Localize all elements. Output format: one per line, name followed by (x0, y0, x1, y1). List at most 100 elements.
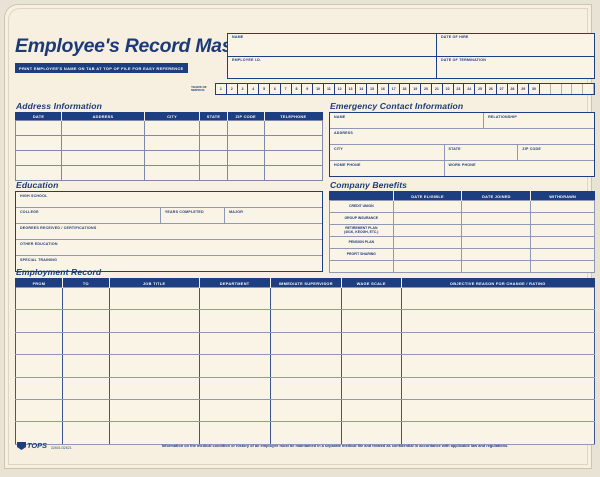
year-box-21[interactable]: 21 (432, 84, 443, 94)
address-cell[interactable] (61, 120, 145, 136)
year-box-9[interactable]: 9 (302, 84, 314, 94)
employment-cell[interactable] (198, 286, 271, 311)
employment-cell[interactable] (61, 354, 110, 378)
benefits-cell[interactable] (530, 260, 595, 273)
year-box-19[interactable]: 19 (410, 84, 422, 94)
employment-cell[interactable] (400, 376, 596, 400)
employment-cell[interactable] (198, 398, 271, 423)
benefits-cell[interactable] (461, 260, 532, 273)
address-cell[interactable] (143, 120, 201, 136)
employment-cell[interactable] (198, 376, 271, 400)
field-date-of-termination[interactable]: DATE OF TERMINATION (437, 56, 595, 79)
address-cell[interactable] (14, 150, 63, 166)
employment-cell[interactable] (108, 331, 200, 356)
benefits-cell[interactable] (530, 224, 595, 237)
address-cell[interactable] (226, 120, 265, 136)
address-cell[interactable] (199, 135, 228, 151)
employment-cell[interactable] (269, 421, 342, 445)
employment-cell[interactable] (108, 286, 200, 311)
benefits-cell[interactable] (461, 248, 532, 261)
year-box-22[interactable]: 22 (443, 84, 454, 94)
year-box-8[interactable]: 8 (292, 84, 303, 94)
employment-cell[interactable] (340, 286, 402, 311)
address-cell[interactable] (61, 165, 145, 181)
benefits-cell[interactable] (530, 236, 595, 249)
employment-cell[interactable] (400, 309, 596, 333)
field-high-school[interactable]: HIGH SCHOOL (16, 192, 322, 207)
field-name[interactable]: NAME (227, 33, 437, 57)
address-cell[interactable] (263, 165, 324, 181)
year-box-4[interactable]: 4 (248, 84, 260, 94)
employment-cell[interactable] (340, 354, 402, 378)
year-box-29[interactable]: 29 (518, 84, 530, 94)
employment-cell[interactable] (400, 354, 596, 378)
employment-cell[interactable] (15, 331, 63, 356)
year-box-blank[interactable] (540, 84, 551, 94)
year-box-blank[interactable] (562, 84, 573, 94)
year-box-17[interactable]: 17 (389, 84, 400, 94)
year-box-13[interactable]: 13 (346, 84, 357, 94)
employment-cell[interactable] (269, 331, 342, 356)
address-cell[interactable] (226, 135, 265, 151)
benefits-cell[interactable] (392, 224, 463, 237)
field-emergency-address[interactable]: ADDRESS (330, 129, 594, 144)
field-degrees[interactable]: DEGREES RECEIVED / CERTIFICATIONS (16, 224, 322, 239)
address-cell[interactable] (199, 120, 228, 136)
address-cell[interactable] (263, 150, 324, 166)
field-college[interactable]: COLLEGE (16, 208, 160, 223)
benefits-cell[interactable] (530, 248, 595, 261)
address-cell[interactable] (263, 135, 324, 151)
year-box-30[interactable]: 30 (529, 84, 540, 94)
field-date-of-hire[interactable]: DATE OF HIRE (437, 33, 595, 57)
benefits-cell[interactable] (461, 212, 532, 225)
benefits-cell[interactable] (530, 200, 595, 213)
year-box-blank[interactable] (572, 84, 584, 94)
year-box-23[interactable]: 23 (454, 84, 465, 94)
employment-cell[interactable] (61, 286, 110, 311)
year-box-14[interactable]: 14 (356, 84, 368, 94)
year-box-2[interactable]: 2 (227, 84, 238, 94)
employment-cell[interactable] (269, 354, 342, 378)
benefits-cell[interactable] (461, 224, 532, 237)
year-box-blank[interactable] (551, 84, 562, 94)
year-box-25[interactable]: 25 (475, 84, 486, 94)
benefits-cell[interactable] (392, 212, 463, 225)
field-emergency-home-phone[interactable]: HOME PHONE (330, 161, 444, 176)
field-emergency-state[interactable]: STATE (443, 145, 518, 160)
employment-cell[interactable] (400, 286, 596, 311)
employment-cell[interactable] (15, 286, 63, 311)
year-box-24[interactable]: 24 (464, 84, 476, 94)
employment-cell[interactable] (15, 354, 63, 378)
field-emergency-name[interactable]: NAME (330, 113, 483, 128)
year-box-12[interactable]: 12 (335, 84, 346, 94)
address-cell[interactable] (199, 150, 228, 166)
employment-cell[interactable] (400, 331, 596, 356)
address-cell[interactable] (143, 135, 201, 151)
field-emergency-relationship[interactable]: RELATIONSHIP (483, 113, 594, 128)
employment-cell[interactable] (340, 398, 402, 423)
employment-cell[interactable] (15, 376, 63, 400)
year-box-7[interactable]: 7 (281, 84, 292, 94)
address-cell[interactable] (143, 165, 201, 181)
year-box-6[interactable]: 6 (270, 84, 281, 94)
employment-cell[interactable] (400, 421, 596, 445)
year-box-28[interactable]: 28 (508, 84, 519, 94)
field-emergency-zip[interactable]: ZIP CODE (517, 145, 594, 160)
year-box-3[interactable]: 3 (238, 84, 249, 94)
employment-cell[interactable] (15, 309, 63, 333)
benefits-cell[interactable] (392, 236, 463, 249)
employment-cell[interactable] (61, 421, 110, 445)
employment-cell[interactable] (61, 309, 110, 333)
field-major[interactable]: MAJOR (224, 208, 322, 223)
employment-cell[interactable] (269, 286, 342, 311)
address-cell[interactable] (61, 135, 145, 151)
employment-cell[interactable] (400, 398, 596, 423)
benefits-cell[interactable] (461, 200, 532, 213)
year-box-1[interactable]: 1 (216, 84, 227, 94)
year-box-26[interactable]: 26 (486, 84, 497, 94)
benefits-cell[interactable] (392, 200, 463, 213)
field-employee-id[interactable]: EMPLOYEE I.D. (227, 56, 437, 79)
year-box-20[interactable]: 20 (421, 84, 432, 94)
employment-cell[interactable] (108, 398, 200, 423)
employment-cell[interactable] (15, 398, 63, 423)
